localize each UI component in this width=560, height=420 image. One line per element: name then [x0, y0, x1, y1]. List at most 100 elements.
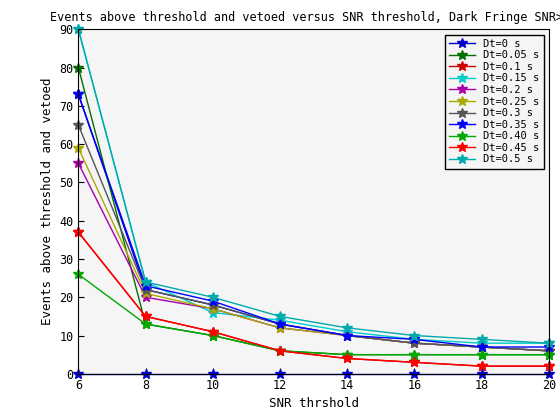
Dt=0.05 s — [545, 352, 552, 357]
Dt=0.45 s — [277, 348, 283, 353]
Line: Dt=0.35 s: Dt=0.35 s — [73, 89, 554, 352]
Line: Dt=0.1 s: Dt=0.1 s — [73, 227, 554, 371]
Dt=0.15 s — [411, 337, 418, 342]
Dt=0.3 s — [142, 287, 149, 292]
Dt=0.05 s — [411, 352, 418, 357]
Dt=0.2 s — [75, 161, 82, 166]
Dt=0.40 s — [75, 272, 82, 277]
Dt=0.45 s — [75, 230, 82, 235]
Dt=0.15 s — [277, 318, 283, 323]
Dt=0.5 s — [344, 326, 351, 331]
Line: Dt=0.3 s: Dt=0.3 s — [73, 120, 554, 356]
Dt=0.1 s — [344, 356, 351, 361]
Dt=0.1 s — [411, 360, 418, 365]
Dt=0.5 s — [75, 27, 82, 32]
Dt=0.35 s — [142, 283, 149, 288]
Dt=0.2 s — [411, 341, 418, 346]
Dt=0.05 s — [478, 352, 485, 357]
Dt=0.25 s — [209, 306, 216, 311]
Y-axis label: Events above threshold and vetoed: Events above threshold and vetoed — [41, 78, 54, 326]
Dt=0.1 s — [75, 230, 82, 235]
Legend: Dt=0 s, Dt=0.05 s, Dt=0.1 s, Dt=0.15 s, Dt=0.2 s, Dt=0.25 s, Dt=0.3 s, Dt=0.35 s: Dt=0 s, Dt=0.05 s, Dt=0.1 s, Dt=0.15 s, … — [445, 34, 544, 168]
Dt=0 s — [411, 341, 418, 346]
Dt=0.25 s — [478, 344, 485, 349]
Dt=0.2 s — [209, 306, 216, 311]
Dt=0.25 s — [545, 348, 552, 353]
Dt=0.15 s — [75, 27, 82, 32]
Dt=0.35 s — [209, 299, 216, 304]
Line: Dt=0.25 s: Dt=0.25 s — [73, 143, 554, 356]
Dt=0.35 s — [277, 322, 283, 327]
Dt=0.25 s — [411, 341, 418, 346]
Dt=0.5 s — [478, 337, 485, 342]
Dt=0.5 s — [142, 279, 149, 284]
X-axis label: SNR thrshold: SNR thrshold — [269, 397, 358, 410]
Dt=0.35 s — [545, 344, 552, 349]
Dt=0.40 s — [478, 352, 485, 357]
Dt=0.15 s — [209, 310, 216, 315]
Dt=0.45 s — [411, 360, 418, 365]
Dt=0 s — [277, 322, 283, 327]
Dt=0.40 s — [411, 352, 418, 357]
Line: Dt=0.15 s: Dt=0.15 s — [73, 24, 554, 348]
Dt=0.3 s — [344, 333, 351, 338]
Dt=0.05 s — [277, 348, 283, 353]
Dt=0.05 s — [75, 65, 82, 70]
Dt=0.35 s — [478, 344, 485, 349]
Dt=0.40 s — [344, 352, 351, 357]
Line: Dt=0 s: Dt=0 s — [73, 89, 554, 356]
Dt=0.05 s — [209, 333, 216, 338]
Dt=0.3 s — [411, 341, 418, 346]
Dt=0.3 s — [209, 302, 216, 307]
Dt=0.15 s — [142, 279, 149, 284]
Line: Dt=0.05 s: Dt=0.05 s — [73, 63, 554, 360]
Dt=0.05 s — [344, 352, 351, 357]
Dt=0.1 s — [142, 314, 149, 319]
Dt=0 s — [209, 302, 216, 307]
Dt=0 s — [478, 344, 485, 349]
Line: Dt=0.5 s: Dt=0.5 s — [73, 24, 554, 348]
Dt=0.35 s — [75, 92, 82, 97]
Dt=0.5 s — [209, 295, 216, 300]
Dt=0.5 s — [411, 333, 418, 338]
Line: Dt=0.2 s: Dt=0.2 s — [73, 158, 554, 356]
Dt=0.5 s — [277, 314, 283, 319]
Dt=0.3 s — [75, 123, 82, 128]
Title: Events above threshold and vetoed versus SNR threshold, Dark Fringe SNR>=4: Events above threshold and vetoed versus… — [50, 11, 560, 24]
Dt=0.2 s — [344, 333, 351, 338]
Dt=0.35 s — [411, 337, 418, 342]
Dt=0.25 s — [75, 145, 82, 150]
Dt=0.45 s — [142, 314, 149, 319]
Dt=0 s — [142, 287, 149, 292]
Dt=0.05 s — [142, 322, 149, 327]
Dt=0.3 s — [545, 348, 552, 353]
Dt=0.45 s — [209, 329, 216, 334]
Dt=0.2 s — [277, 326, 283, 331]
Dt=0.1 s — [277, 348, 283, 353]
Dt=0.45 s — [478, 364, 485, 369]
Dt=0.40 s — [545, 352, 552, 357]
Dt=0.40 s — [209, 333, 216, 338]
Dt=0 s — [75, 92, 82, 97]
Dt=0.15 s — [478, 341, 485, 346]
Dt=0.1 s — [545, 364, 552, 369]
Dt=0.40 s — [277, 348, 283, 353]
Dt=0.25 s — [142, 291, 149, 296]
Line: Dt=0.40 s: Dt=0.40 s — [73, 270, 554, 360]
Line: Dt=0.45 s: Dt=0.45 s — [73, 227, 554, 371]
Dt=0.2 s — [545, 348, 552, 353]
Dt=0.3 s — [478, 344, 485, 349]
Dt=0.40 s — [142, 322, 149, 327]
Dt=0.45 s — [344, 356, 351, 361]
Dt=0.2 s — [478, 344, 485, 349]
Dt=0.1 s — [478, 364, 485, 369]
Dt=0 s — [344, 333, 351, 338]
Dt=0.15 s — [545, 341, 552, 346]
Dt=0.15 s — [344, 329, 351, 334]
Dt=0.1 s — [209, 329, 216, 334]
Dt=0.3 s — [277, 322, 283, 327]
Dt=0.5 s — [545, 341, 552, 346]
Dt=0.45 s — [545, 364, 552, 369]
Dt=0 s — [545, 348, 552, 353]
Dt=0.25 s — [344, 333, 351, 338]
